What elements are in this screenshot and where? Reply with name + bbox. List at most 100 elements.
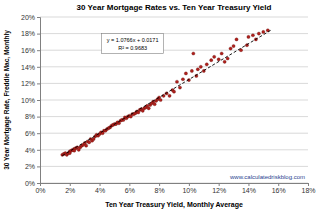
point — [205, 63, 208, 66]
equation-box: y = 1.0766x + 0.0171R² = 0.9683 — [102, 34, 164, 54]
title: 30 Year Mortgage Rates vs. Ten Year Trea… — [77, 3, 272, 12]
tick-label: 14% — [21, 64, 35, 71]
points — [61, 29, 270, 157]
tick-label: 18% — [21, 30, 35, 37]
point — [235, 38, 238, 41]
tick: 16% — [272, 183, 286, 194]
point — [247, 35, 250, 38]
point — [172, 90, 175, 93]
tick-label: 16% — [272, 187, 286, 194]
point — [220, 52, 223, 55]
point — [168, 94, 171, 97]
tick-mark — [37, 133, 40, 134]
point — [196, 68, 199, 71]
grid-line — [40, 166, 308, 167]
tick-mark — [219, 183, 220, 186]
grid-line — [40, 33, 308, 34]
tick-label: 14% — [242, 187, 256, 194]
tick: 6% — [125, 183, 135, 194]
tick-mark — [37, 183, 40, 184]
tick-label: 8% — [25, 113, 35, 120]
point — [262, 30, 265, 33]
tick: 8% — [155, 183, 165, 194]
y-axis-title: 30 Year Mortgage Rate, Freddie Mac, Mont… — [3, 30, 11, 170]
x-axis-title: Ten Year Treasury Yield, Monthly Average — [105, 201, 243, 209]
axis-line — [41, 184, 309, 187]
tick-mark — [37, 150, 40, 151]
grid-line — [40, 50, 308, 51]
tick-label: 2% — [25, 163, 35, 170]
grid-line — [40, 116, 308, 117]
point — [178, 86, 181, 89]
tick: 0% — [35, 183, 45, 194]
tick: 0% — [25, 180, 40, 187]
tick-mark — [37, 166, 40, 167]
tick-label: 16% — [21, 47, 35, 54]
point — [147, 107, 150, 110]
tick: 6% — [25, 130, 40, 137]
point — [217, 58, 220, 61]
tick-mark — [70, 183, 71, 186]
point — [213, 55, 216, 58]
tick-mark — [189, 183, 190, 186]
tick-mark — [37, 17, 40, 18]
tick-label: 0% — [35, 187, 45, 194]
tick: 10% — [21, 97, 40, 104]
point — [223, 60, 226, 63]
point — [184, 72, 187, 75]
tick: 12% — [21, 80, 40, 87]
point — [190, 69, 193, 72]
tick-mark — [308, 183, 309, 186]
point — [175, 80, 178, 83]
grid-line — [40, 100, 308, 101]
tick-label: 10% — [21, 97, 35, 104]
tick-label: 8% — [155, 187, 165, 194]
tick: 4% — [25, 147, 40, 154]
tick-label: 0% — [25, 180, 35, 187]
tick: 18% — [21, 30, 40, 37]
trend-line — [62, 30, 270, 155]
tick-label: 12% — [212, 187, 226, 194]
tick: 10% — [182, 183, 196, 194]
tick-label: 10% — [182, 187, 196, 194]
marks — [61, 29, 271, 157]
point — [199, 65, 202, 68]
grid-line — [40, 133, 308, 134]
point — [153, 103, 156, 106]
tick: 16% — [21, 47, 40, 54]
tick-label: 4% — [95, 187, 105, 194]
tick-mark — [37, 83, 40, 84]
point — [85, 144, 88, 147]
tick-label: 4% — [25, 147, 35, 154]
tick-mark — [37, 117, 40, 118]
tick-mark — [248, 183, 249, 186]
point — [88, 141, 91, 144]
grid — [40, 17, 308, 183]
point — [192, 52, 195, 55]
grid-line — [40, 17, 308, 18]
point — [251, 34, 254, 37]
grid-line — [40, 83, 308, 84]
point — [232, 44, 235, 47]
annotation: R² = 0.9683 — [118, 45, 147, 51]
tick-mark — [37, 100, 40, 101]
x-axis: 0%2%4%6%8%10%12%14%16%18% — [35, 183, 315, 194]
tick-mark — [37, 50, 40, 51]
tick-mark — [278, 183, 279, 186]
tick: 18% — [301, 183, 315, 194]
point — [210, 59, 213, 62]
tick: 14% — [242, 183, 256, 194]
chart: 0%2%4%6%8%10%12%14%16%18%0%2%4%6%8%10%12… — [0, 0, 320, 213]
point — [159, 98, 162, 101]
tick-label: 12% — [21, 80, 35, 87]
tick: 12% — [212, 183, 226, 194]
point — [257, 32, 260, 35]
tick-label: 6% — [125, 187, 135, 194]
tick-mark — [37, 67, 40, 68]
point — [229, 47, 232, 50]
source: www.calculatedriskblog.com — [229, 174, 305, 180]
tick-label: 18% — [301, 187, 315, 194]
point — [181, 78, 184, 81]
y-axis: 0%2%4%6%8%10%12%14%16%18%20% — [21, 14, 41, 187]
grid-line — [40, 66, 308, 67]
